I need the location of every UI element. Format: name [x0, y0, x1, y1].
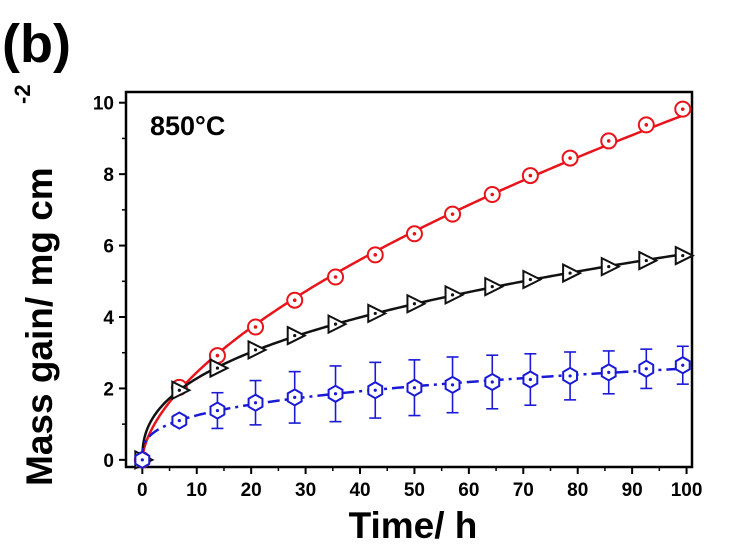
- triangle-marker-dot: [293, 333, 297, 338]
- hexagon-marker-dot: [293, 395, 297, 399]
- triangle-marker-dot: [490, 285, 494, 289]
- circle-marker-dot: [680, 107, 685, 111]
- series-2: [134, 245, 695, 470]
- hexagon-marker-dot: [373, 388, 377, 392]
- hexagon-marker-dot: [528, 377, 532, 382]
- circle-marker-dot: [644, 123, 649, 127]
- circle-marker-dot: [215, 353, 220, 358]
- hexagon-marker-dot: [568, 374, 572, 378]
- x-tick-label: 100: [671, 480, 703, 501]
- hexagon-marker-dot: [644, 367, 648, 371]
- hexagon-marker-dot: [490, 380, 494, 384]
- circle-marker-dot: [450, 212, 455, 216]
- y-axis-title-superscript: -2: [10, 84, 35, 104]
- triangle-marker-dot: [333, 322, 338, 326]
- x-tick-label: 0: [137, 480, 148, 501]
- hexagon-marker-dot: [333, 392, 338, 396]
- circle-marker-dot: [568, 156, 572, 160]
- triangle-marker-dot: [215, 366, 220, 370]
- x-tick-label: 80: [567, 480, 588, 501]
- plot-frame: [124, 90, 694, 469]
- y-tick-label: 2: [103, 379, 114, 400]
- hexagon-marker-dot: [607, 370, 611, 374]
- triangle-marker-dot: [607, 265, 611, 269]
- hexagon-marker-dot: [253, 401, 258, 405]
- hexagon-marker-dot: [140, 458, 144, 462]
- circle-marker-dot: [292, 298, 297, 303]
- triangle-marker-dot: [177, 388, 181, 392]
- y-tick-label: 8: [103, 165, 114, 186]
- plot-layer: 0 10 20 30 40 50 60 70 80 90 100 0 2 4 6 8 10: [93, 90, 703, 501]
- panel-label: (b): [2, 14, 71, 74]
- hexagon-marker-dot: [450, 383, 455, 387]
- y-tick-label: 0: [103, 451, 114, 472]
- x-tick-label: 60: [458, 480, 479, 501]
- y-tick-label: 10: [93, 94, 114, 115]
- circle-marker-dot: [490, 192, 495, 197]
- triangle-marker-dot: [644, 258, 648, 263]
- circle-marker-dot: [373, 253, 378, 257]
- circle-marker-dot: [606, 139, 611, 143]
- circle-marker-dot: [253, 325, 258, 329]
- triangle-marker-dot: [450, 293, 455, 297]
- x-tick-label: 90: [622, 480, 643, 501]
- y-axis-title: Mass gain/ mg cm: [19, 167, 60, 486]
- hexagon-marker-dot: [681, 363, 685, 367]
- x-tick-label: 40: [349, 480, 370, 501]
- y-tick-label: 6: [103, 237, 114, 258]
- y-tick-label: 4: [103, 308, 114, 329]
- x-tick-label: 50: [404, 480, 425, 501]
- triangle-marker-dot: [568, 271, 572, 275]
- series-3: [134, 345, 691, 470]
- temperature-annotation: 850°C: [150, 111, 225, 141]
- circle-marker-dot: [412, 231, 417, 236]
- x-tick-label: 20: [241, 480, 262, 501]
- circle-marker-dot: [333, 275, 338, 279]
- triangle-marker-dot: [528, 277, 532, 282]
- x-axis-title: Time/ h: [349, 505, 478, 546]
- hexagon-marker-dot: [412, 386, 417, 390]
- x-tick-label: 70: [513, 480, 534, 501]
- triangle-marker-dot: [681, 253, 685, 258]
- hexagon-marker-dot: [215, 408, 220, 413]
- triangle-marker-dot: [253, 348, 258, 352]
- x-tick-label: 10: [186, 480, 207, 501]
- triangle-marker-dot: [373, 311, 377, 316]
- hexagon-marker-dot: [177, 418, 181, 423]
- x-tick-label: 30: [295, 480, 316, 501]
- triangle-marker-dot: [412, 302, 417, 306]
- circle-marker-dot: [528, 173, 533, 178]
